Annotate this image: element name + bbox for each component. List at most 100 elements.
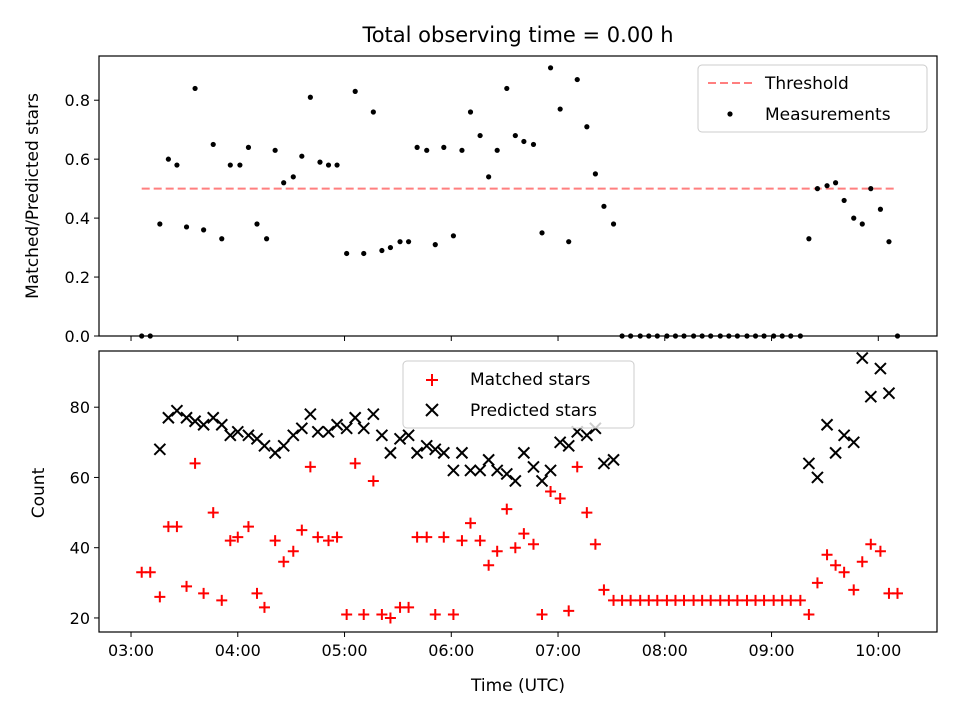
matched-star-point [341, 608, 353, 620]
predicted-star-point [856, 351, 869, 365]
bottom-x-tick-label: 06:00 [428, 641, 474, 660]
predicted-star-point [330, 418, 344, 431]
measurement-point [512, 132, 518, 139]
bottom-y-axis-label: Count [29, 467, 49, 518]
predicted-star-point [562, 439, 575, 453]
predicted-star-point [268, 446, 282, 460]
measurements-legend-swatch [727, 111, 733, 117]
bottom-x-tick-label: 10:00 [855, 641, 901, 660]
measurement-point [557, 106, 563, 112]
matched-star-point [563, 605, 575, 617]
measurement-point [272, 147, 278, 153]
predicted-star-point [517, 446, 531, 460]
top-legend-box [697, 64, 928, 133]
predicted-star-point [384, 446, 397, 460]
matched-star-point [848, 584, 860, 596]
matched-star-point [785, 594, 797, 606]
predicted-star-point [410, 446, 424, 460]
predicted-star-point [180, 411, 193, 424]
matched-star-point [598, 584, 610, 596]
matched-star-point [527, 538, 539, 550]
measurement-point [334, 162, 340, 168]
predicted-star-point [527, 460, 540, 474]
predicted-star-point [402, 429, 415, 442]
predicted-star-point [482, 453, 495, 467]
predicted-star-point [464, 464, 477, 477]
measurement-point [592, 171, 598, 177]
matched-star-point [376, 608, 388, 620]
matched-star-point [331, 531, 343, 543]
measurement-point [584, 124, 590, 130]
matched-star-point [830, 559, 842, 571]
measurement-point [201, 227, 207, 233]
predicted-star-point [311, 425, 325, 438]
bottom-y-ticks: 20 40 60 80 [70, 398, 99, 628]
matched-star-point [269, 535, 281, 547]
chart-title: Total observing time = 0.00 h [361, 23, 673, 47]
top-y-ticks: 0.0 0.2 0.4 0.6 0.8 [65, 91, 99, 346]
bottom-legend: Matched stars Predicted stars [402, 360, 635, 429]
matched-star-point [198, 587, 210, 599]
matched-stars-legend-label: Matched stars [470, 370, 590, 390]
measurement-point [245, 144, 252, 150]
matched-star-point [232, 531, 244, 543]
predicted-star-point [553, 436, 567, 449]
predicted-star-point [429, 443, 442, 456]
bottom-x-tick-label: 04:00 [215, 641, 261, 660]
matched-stars-legend-swatch [426, 374, 438, 386]
measurement-point [868, 186, 874, 192]
bottom-panel: Count Time (UTC) 20 40 60 80 03:00 04:00 05:0… [29, 350, 938, 696]
bottom-x-tick-label: 09:00 [748, 641, 794, 660]
predicted-star-point [597, 457, 611, 470]
measurement-point [344, 250, 350, 257]
matched-star-point [651, 594, 663, 606]
measurement-point [530, 141, 537, 148]
measurement-point [264, 236, 270, 242]
measurement-point [494, 147, 500, 153]
predicted-star-point [258, 439, 271, 453]
predicted-star-point [882, 386, 896, 400]
predicted-star-point [224, 429, 237, 442]
matched-star-point [296, 524, 308, 536]
top-y-tick-label: 0.4 [65, 209, 90, 228]
matched-star-point [287, 545, 299, 557]
top-axes-frame [98, 55, 938, 337]
matched-star-point [349, 457, 361, 469]
measurement-point [504, 85, 510, 92]
matched-star-point [421, 531, 433, 543]
predicted-star-point [490, 464, 504, 477]
measurement-point [841, 197, 847, 204]
matched-star-point [794, 594, 806, 606]
predicted-stars-legend-label: Predicted stars [470, 401, 597, 421]
bottom-x-ticks: 03:00 04:00 05:00 06:00 07:00 08:00 09:00 10:00 [108, 632, 901, 660]
predicted-star-point [847, 436, 860, 449]
matched-star-point [589, 538, 601, 550]
measurement-point [814, 186, 821, 192]
predicted-star-point [295, 422, 309, 435]
matched-star-point [856, 556, 868, 568]
top-y-axis-label: Matched/Predicted stars [23, 93, 43, 299]
matched-star-point [474, 535, 486, 547]
measurement-point [610, 221, 617, 227]
bottom-y-tick-label: 60 [70, 468, 90, 487]
matched-star-point [705, 594, 717, 606]
bottom-legend-box [402, 360, 635, 429]
matched-star-point [207, 507, 219, 519]
measurement-point [237, 162, 243, 168]
predicted-star-point [242, 429, 255, 442]
measurement-point [361, 250, 367, 257]
predicted-star-point [447, 464, 460, 477]
matched-star-point [838, 566, 850, 578]
matched-star-point [625, 594, 637, 606]
measurements-legend-label: Measurements [765, 105, 891, 125]
matched-star-point [456, 535, 468, 547]
x-axis-label: Time (UTC) [470, 676, 565, 696]
predicted-star-point [837, 429, 851, 442]
measurement-point [601, 203, 607, 209]
predicted-star-point [304, 408, 317, 421]
measurement-point [886, 239, 892, 245]
top-y-tick-label: 0.6 [65, 150, 90, 169]
predicted-star-point [864, 390, 878, 403]
bottom-x-tick-label: 05:00 [321, 641, 367, 660]
matched-star-point [509, 542, 521, 554]
